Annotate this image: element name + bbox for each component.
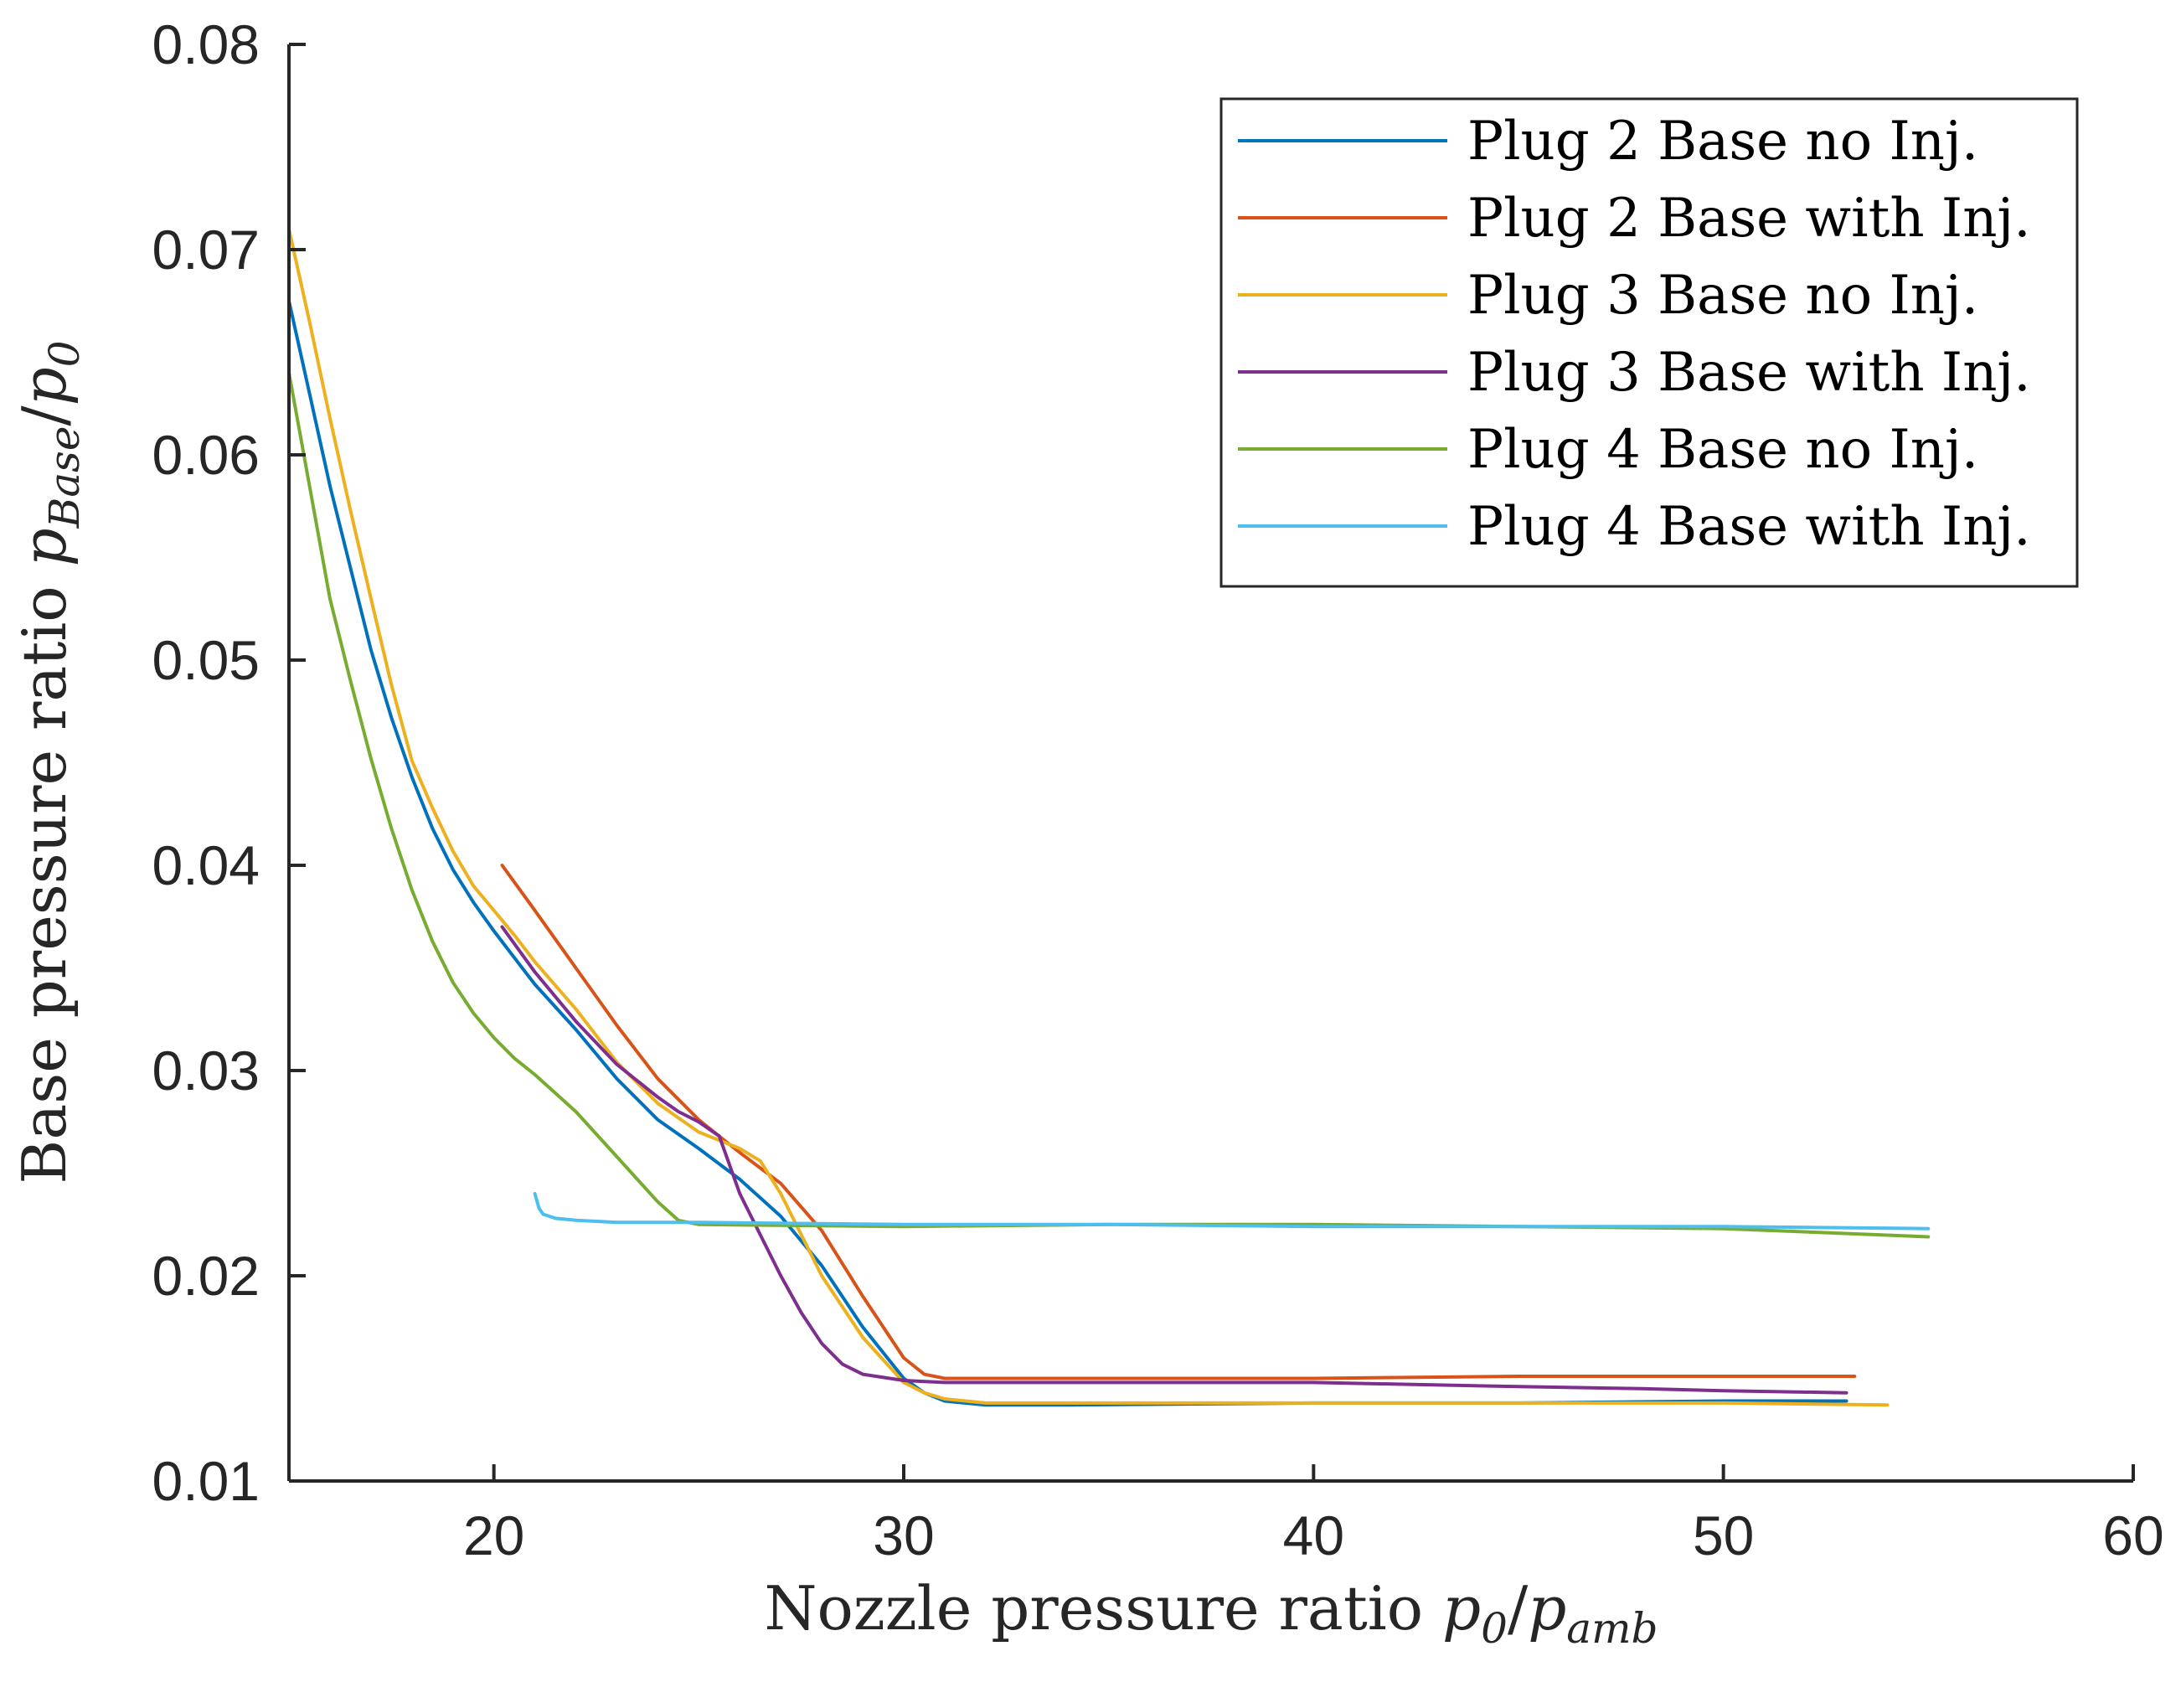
x-tick-label: 30 [873, 1504, 934, 1566]
legend-label: Plug 2 Base with Inj. [1467, 188, 2031, 250]
y-tick-label: 0.04 [152, 834, 260, 896]
axis-title-symbol: p [1528, 1573, 1566, 1643]
axis-title-text: Base pressure ratio [9, 566, 80, 1184]
y-tick-label: 0.02 [152, 1245, 260, 1307]
axis-title-subscript: Base [40, 426, 89, 529]
series-line-6 [533, 1192, 1931, 1231]
legend-label: Plug 4 Base no Inj. [1467, 419, 1978, 481]
axis-title-text: Nozzle pressure ratio [764, 1573, 1442, 1643]
x-tick-label: 20 [463, 1504, 524, 1566]
axis-title-subscript: 0 [40, 340, 89, 367]
y-tick-label: 0.01 [152, 1450, 260, 1512]
y-axis-title: Base pressure ratio pBase/p0 [9, 340, 89, 1184]
axis-title-separator: / [9, 405, 80, 426]
y-tick-label: 0.08 [152, 13, 260, 75]
legend-box [1219, 97, 2079, 588]
axes [287, 44, 2133, 1483]
x-tick-label: 60 [2102, 1504, 2163, 1566]
series-group [287, 227, 1931, 1407]
legend-label: Plug 3 Base no Inj. [1467, 265, 1978, 327]
y-tick-label: 0.06 [152, 424, 260, 486]
legend-label: Plug 3 Base with Inj. [1467, 342, 2031, 404]
series-line-1 [287, 299, 1848, 1407]
axis-title-subscript: amb [1566, 1604, 1658, 1653]
legend-label: Plug 4 Base with Inj. [1467, 496, 2031, 558]
legend-label: Plug 2 Base no Inj. [1467, 111, 1978, 173]
x-tick-label: 40 [1283, 1504, 1344, 1566]
axis-title-symbol: p [9, 528, 80, 566]
series-line-4 [500, 925, 1848, 1395]
x-tick-label: 50 [1693, 1504, 1754, 1566]
y-tick-label: 0.07 [152, 219, 260, 281]
series-line-2 [500, 864, 1857, 1380]
axis-title-separator: / [1508, 1573, 1529, 1643]
ticks: 20 30 40 50 60 0.01 0.02 0.03 0.04 0.05 0.06 0.07 0.… [152, 13, 2164, 1566]
axis-title-symbol: p [9, 367, 80, 405]
y-tick-label: 0.03 [152, 1040, 260, 1102]
axis-title-symbol: p [1442, 1573, 1481, 1643]
axis-title-subscript: 0 [1481, 1604, 1508, 1653]
series-line-3 [287, 227, 1890, 1407]
y-tick-label: 0.05 [152, 629, 260, 691]
x-axis-title: Nozzle pressure ratio p0/pamb [764, 1573, 1658, 1653]
legend: Plug 2 Base no Inj. Plug 2 Base with Inj.… [1219, 97, 2079, 588]
